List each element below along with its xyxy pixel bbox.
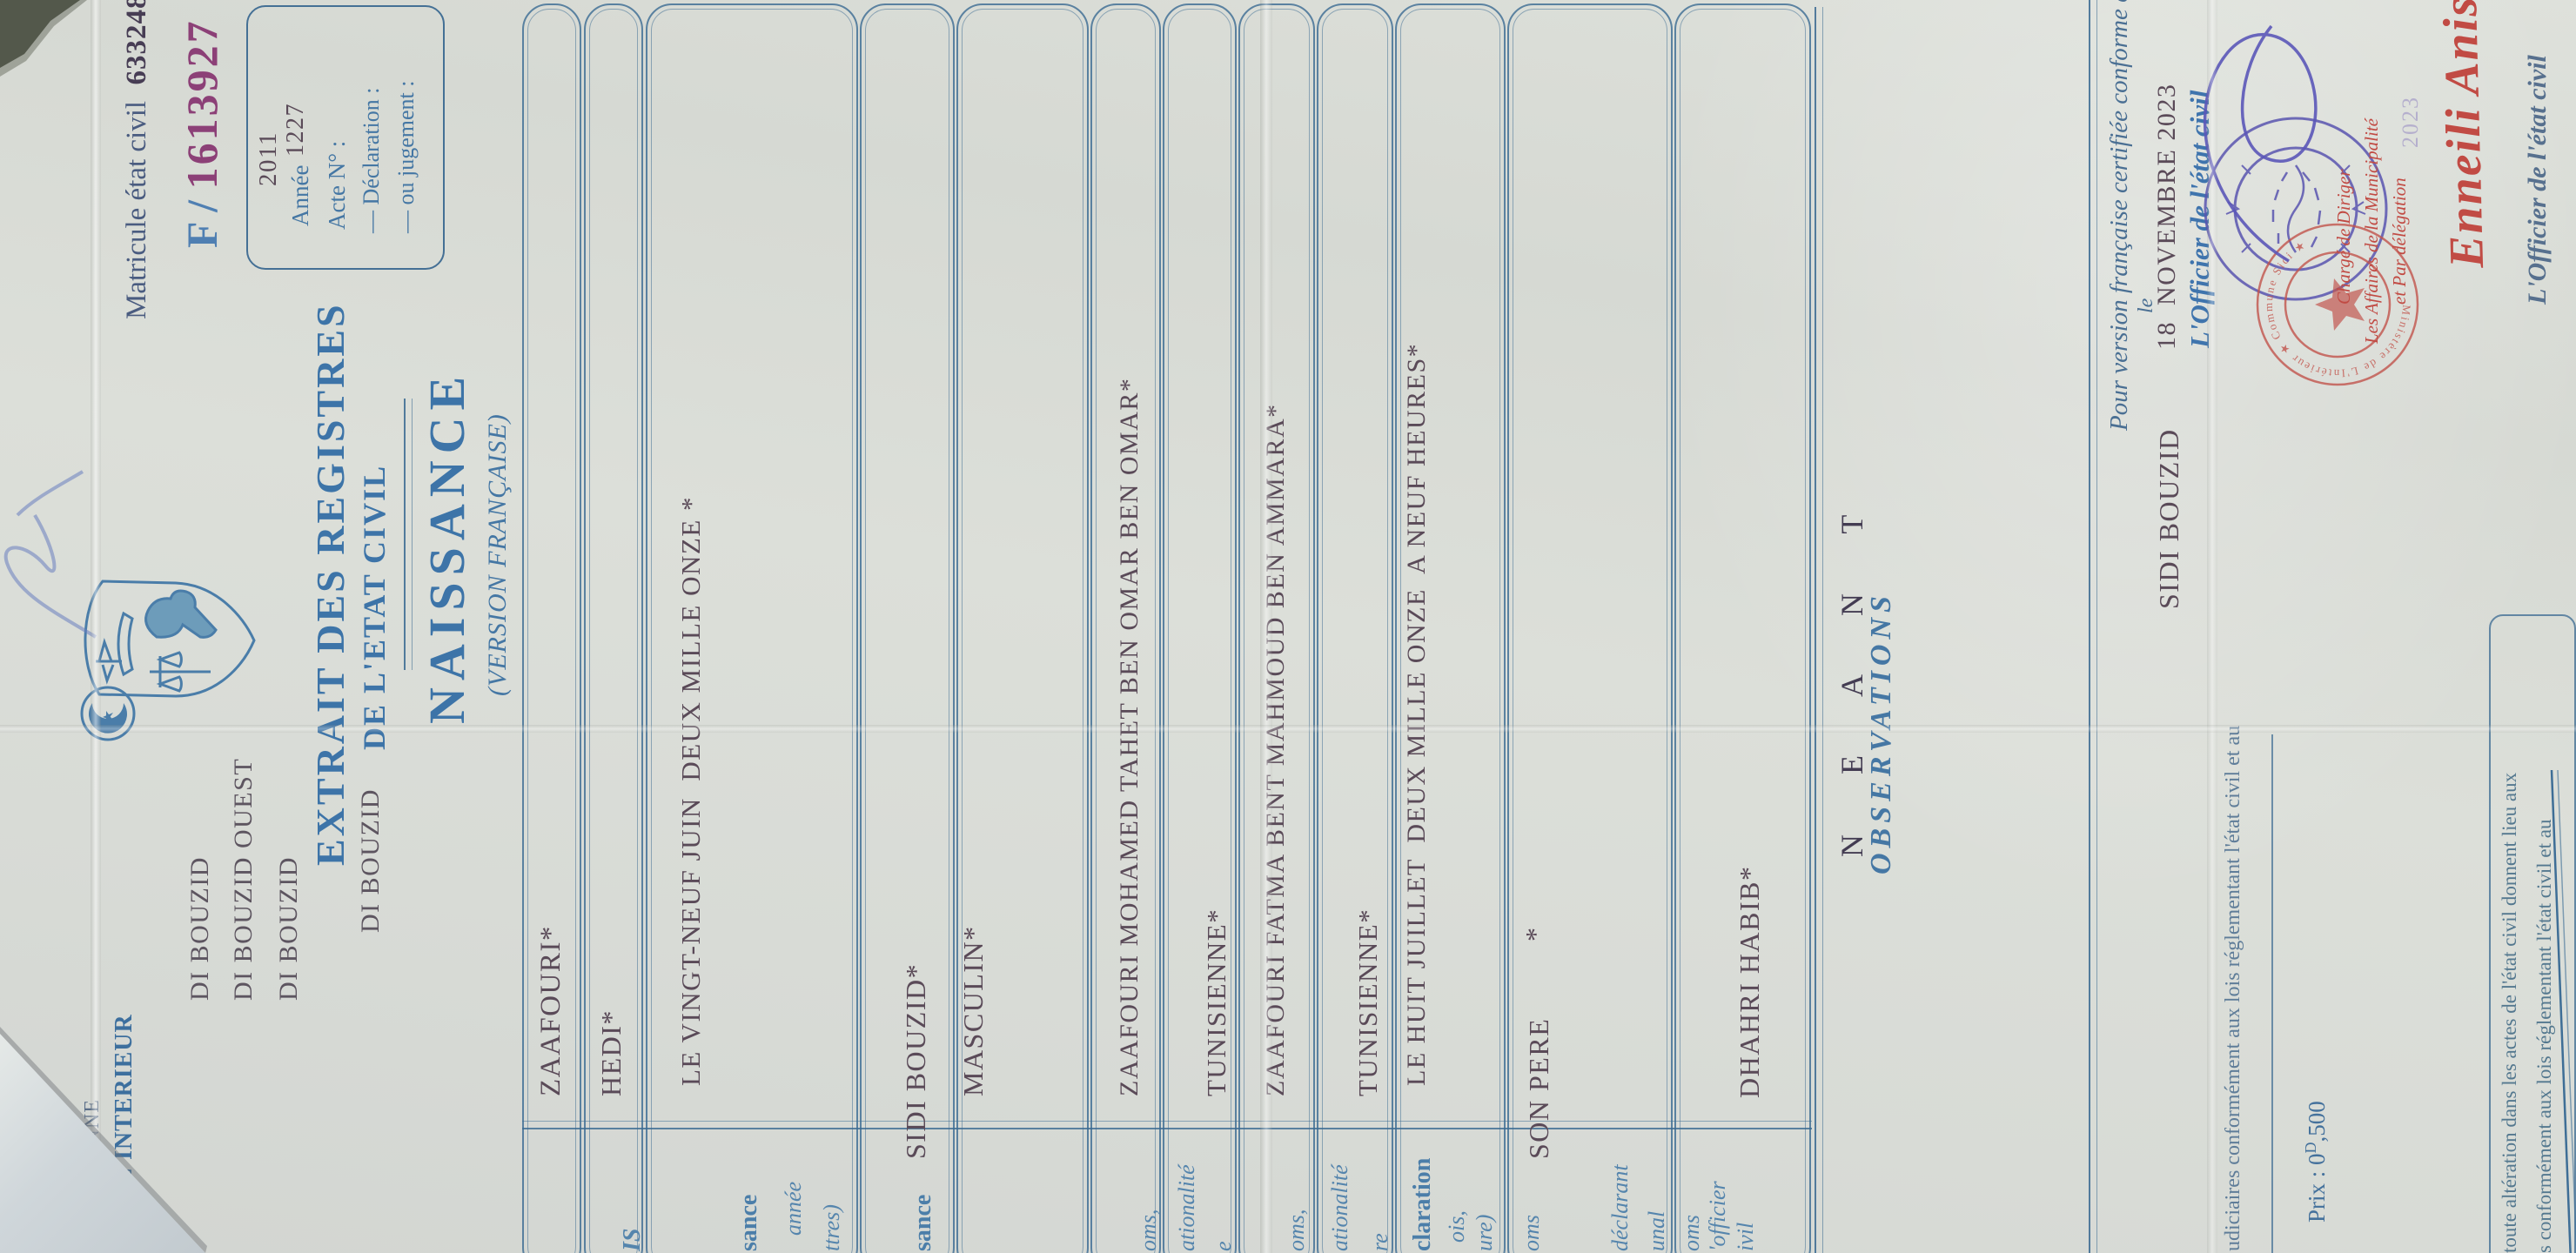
row-value-sexe: MASCULIN*: [957, 925, 989, 1096]
annee-value: 1227: [282, 103, 309, 157]
registry-number: 1613927: [178, 18, 226, 190]
row-value-lieu-naissance: SIDI BOUZID*: [900, 962, 931, 1159]
red-stamp-line-3: et Par délégation: [2389, 178, 2410, 305]
row-label-lettres-fragment: ttres): [819, 1204, 844, 1251]
red-stamp-line-2: Les Affaires de la Municipalité: [2361, 118, 2382, 344]
registry-prefix: F /: [178, 189, 226, 248]
gouvernorat-value: DI BOUZID: [185, 856, 214, 1001]
row-label-declarant-fragment: oms: [1519, 1215, 1544, 1251]
row-label-prenoms-fragment: IS: [619, 1228, 646, 1251]
certification-place: SIDI BOUZID: [2153, 428, 2184, 609]
matricule-line: Matricule état civil 6332484140: [121, 0, 152, 319]
row-value-declarant: SON PERE: [1523, 1017, 1554, 1159]
officer-title-bottom: L'Officier de l'état civil: [2523, 55, 2552, 305]
row-value-pere: ZAAFOURI MOHAMED TAHET BEN OMAR BEN OMAR…: [1115, 377, 1144, 1096]
page-corner-lines: [2550, 769, 2576, 1253]
price-post: ,500: [2304, 1101, 2330, 1142]
acte-box: 2011 Année 1227 Acte N° : — Déclaration …: [246, 5, 445, 270]
table-bottom-rule: [1815, 7, 1823, 1253]
row-label-naissance-fragment: sance: [735, 1194, 762, 1251]
row-label-officier-fragment-2: 'officier: [1705, 1181, 1730, 1251]
row-value-prenoms: HEDI*: [595, 1009, 627, 1096]
ministry-fragment: E DE L'INTERIEUR: [111, 1014, 138, 1251]
row-label-heure-fragment: ure): [1472, 1214, 1497, 1251]
title-underline: [404, 399, 413, 670]
municipality-value: DI BOUZID: [274, 856, 303, 1001]
row-label-lieu-fragment: sance: [909, 1194, 936, 1251]
row-value-nationalite-mere: TUNISIENNE*: [1352, 908, 1383, 1096]
registry-number-line: F / 1613927: [178, 18, 226, 248]
title-extrait: EXTRAIT DES REGISTRES: [308, 302, 352, 866]
row-label-declarant-fragment-2: déclarant: [1607, 1164, 1633, 1251]
row-value-date-naissance: LE VINGT-NEUF JUIN DEUX MILLE ONZE *: [675, 495, 706, 1086]
matricule-number: 6332484140: [121, 0, 152, 85]
title-naissance: NAISSANCE: [419, 369, 475, 724]
matricule-value: [121, 84, 152, 101]
row-label-tribunal-fragment: unal: [1644, 1210, 1669, 1251]
row-label-nationalite2-fragment: ationalité: [1327, 1164, 1352, 1251]
fineprint-line-1: toute altération dans les actes de l'éta…: [2499, 772, 2520, 1253]
acte-year-value: 2011: [254, 131, 282, 186]
fineprint-mid: udiciaires conformément aux lois régleme…: [2222, 725, 2244, 1251]
row-label-mois-fragment: ois,: [1444, 1210, 1469, 1243]
acte-number-label: Acte N° :: [324, 140, 350, 230]
row-value-nom: ZAAFOURI*: [535, 925, 567, 1096]
declaration-label: — Déclaration :: [359, 87, 384, 234]
stamp-year-fragment: 2023: [2398, 96, 2423, 148]
row-value-mere: ZAAFOURI FATMA BENT MAHMOUD BEN AMMARA*: [1261, 403, 1290, 1096]
row-value-officier: DHAHRI HABIB*: [1734, 865, 1765, 1099]
fineprint-rule: [2271, 734, 2273, 1253]
row-label-mere-fragment-2: re: [1367, 1233, 1392, 1251]
row-label-officier-fragment: oms: [1679, 1215, 1704, 1251]
row-label-civil-fragment: ivil: [1733, 1222, 1758, 1251]
page-bottom-rule: [2089, 0, 2097, 1253]
annee-label: Année: [287, 164, 313, 226]
price-pre: Prix : 0: [2304, 1153, 2330, 1223]
title-etat-civil: DE L'ETAT CIVIL: [357, 464, 392, 750]
row-label-annee-fragment: année: [781, 1181, 806, 1236]
title-version: (VERSION FRANÇAISE): [483, 413, 512, 696]
municipality-value-2: DI BOUZID: [356, 788, 385, 933]
row-label-mere-fragment: oms,: [1284, 1209, 1309, 1251]
signature-name: Enneili Anis: [2432, 0, 2495, 269]
table-label-divider: [522, 1121, 1812, 1129]
matricule-label: Matricule état civil: [121, 100, 152, 319]
row-value-declarant-star: *: [1519, 926, 1551, 942]
pen-scribble: [3, 470, 97, 639]
certification-note: Pour version française certifiée conform…: [2105, 0, 2133, 431]
row-label-nationalite-fragment: ationalité: [1174, 1164, 1199, 1251]
delegation-value: DI BOUZID OUEST: [229, 757, 258, 1001]
republic-fragment: E TUNISIENNE: [81, 1099, 104, 1251]
row-value-nationalite-pere: TUNISIENNE*: [1201, 908, 1231, 1096]
row-label-pere-fragment-2: e: [1211, 1241, 1236, 1251]
price-sup: D: [2302, 1142, 2319, 1154]
signature-scribble: [2203, 24, 2318, 263]
observations-label: OBSERVATIONS: [1865, 591, 1897, 874]
row-label-declaration-fragment: claration: [1409, 1157, 1436, 1251]
price-label: Prix : 0D,500: [2302, 1101, 2330, 1223]
jugement-label: — ou jugement :: [393, 80, 419, 233]
row-value-declaration: LE HUIT JUILLET DEUX MILLE ONZE A NEUF H…: [1402, 342, 1431, 1086]
row-label-pere-fragment: oms,: [1136, 1209, 1161, 1251]
blue-round-stamp-icon: [2204, 117, 2388, 301]
